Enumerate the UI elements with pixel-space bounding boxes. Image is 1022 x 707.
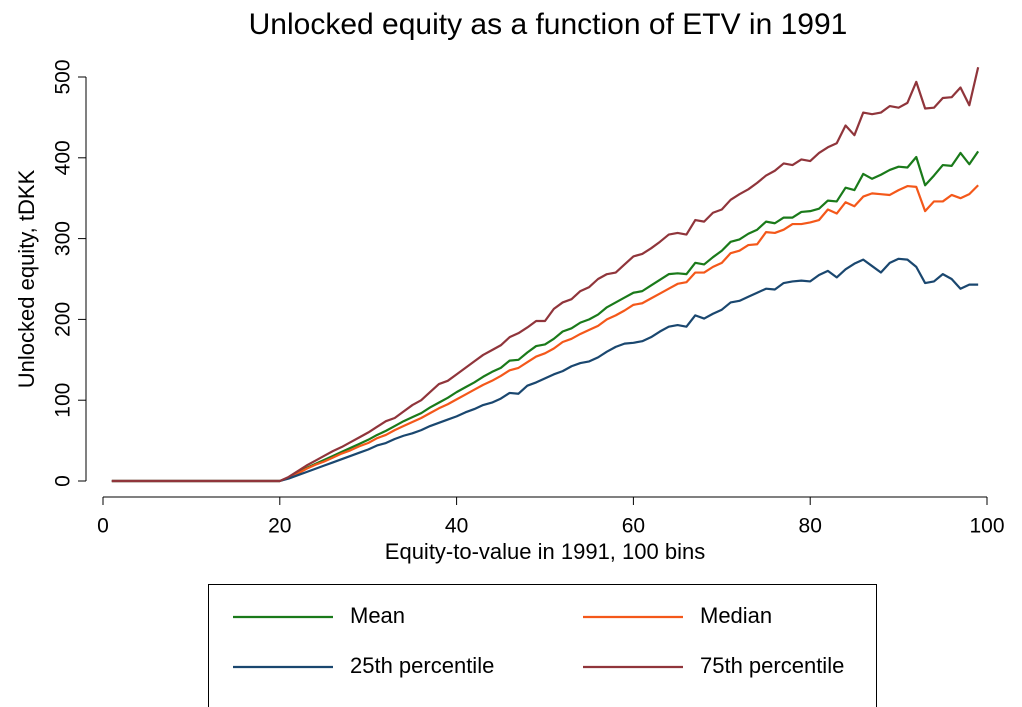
y-tick-label: 400 — [52, 140, 75, 175]
series-line — [111, 67, 980, 483]
series-line — [111, 184, 979, 483]
x-tick-label: 60 — [622, 515, 645, 538]
legend-label: Median — [700, 603, 772, 628]
legend-label: 25th percentile — [350, 653, 494, 678]
series-line — [111, 150, 980, 483]
x-axis-title: Equity-to-value in 1991, 100 bins — [385, 539, 705, 564]
x-tick-label: 0 — [97, 515, 109, 538]
series-line — [111, 257, 979, 483]
x-tick-label: 80 — [799, 515, 822, 538]
y-axis-title: Unlocked equity, tDKK — [14, 169, 39, 388]
chart-title: Unlocked equity as a function of ETV in … — [249, 8, 848, 41]
legend-label: 75th percentile — [700, 653, 844, 678]
y-tick-label: 300 — [52, 221, 75, 256]
y-tick-label: 100 — [52, 383, 75, 418]
y-tick-label: 0 — [52, 475, 75, 487]
legend-label: Mean — [350, 603, 405, 628]
x-tick-label: 100 — [969, 515, 1004, 538]
x-tick-label: 40 — [445, 515, 468, 538]
x-tick-label: 20 — [268, 515, 291, 538]
y-tick-label: 200 — [52, 302, 75, 337]
y-tick-label: 500 — [52, 59, 75, 94]
legend-box — [208, 584, 877, 707]
